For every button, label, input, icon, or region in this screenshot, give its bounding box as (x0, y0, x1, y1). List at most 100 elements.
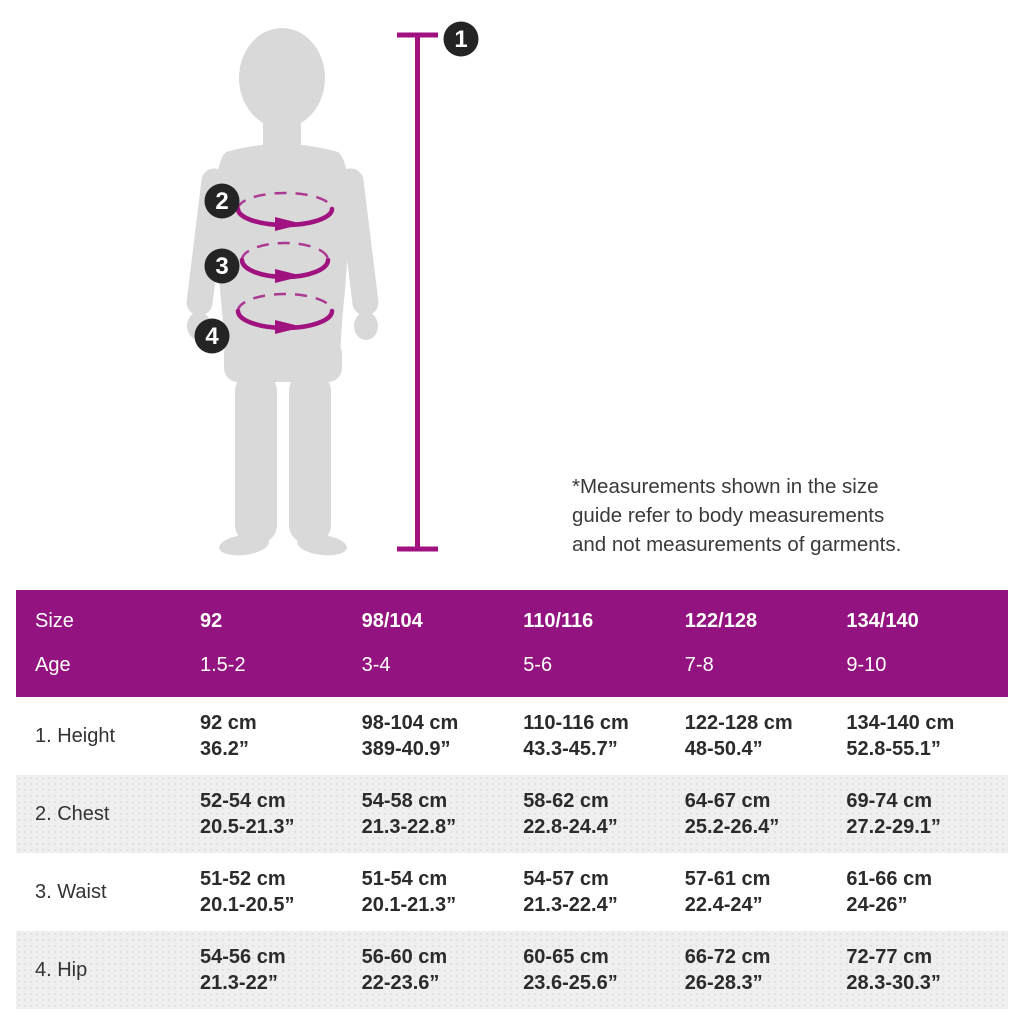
age-label: Age (35, 654, 71, 676)
size-col-header: 98/104 (361, 610, 423, 632)
table-row-hip: 4. Hip 54-56 cm 21.3-22” 56-60 cm 22-23.… (16, 931, 1008, 1009)
measurement-note: *Measurements shown in the size guide re… (572, 472, 962, 559)
cell-in: 43.3-45.7” (523, 738, 618, 760)
row-label: 2. Chest (35, 802, 110, 825)
marker-2-number: 2 (215, 188, 228, 215)
cell-cm: 61-66 cm (846, 868, 933, 890)
cell-in: 21.3-22.4” (523, 894, 618, 916)
table-cell: 134-140 cm 52.8-55.1” (846, 710, 1008, 762)
table-row-height: 1. Height 92 cm 36.2” 98-104 cm 389-40.9… (16, 697, 1008, 775)
cell-cm: 51-54 cm (361, 868, 448, 890)
cell-in: 20.1-20.5” (200, 894, 295, 916)
table-cell: 66-72 cm 26-28.3” (685, 944, 847, 996)
cell-in: 25.2-26.4” (684, 816, 780, 838)
cell-cm: 51-52 cm (200, 868, 286, 890)
cell-cm: 54-58 cm (361, 790, 448, 812)
height-measure-line (397, 32, 438, 552)
age-col-value: 7-8 (684, 654, 714, 676)
cell-in: 24-26” (846, 894, 908, 916)
chest-arrow-icon (275, 217, 303, 231)
measurement-note-line: and not measurements of garments. (572, 533, 902, 556)
table-cell: 54-56 cm 21.3-22” (200, 944, 362, 996)
table-cell: 98-104 cm 389-40.9” (362, 710, 524, 762)
cell-cm: 57-61 cm (684, 868, 771, 890)
cell-in: 22.8-24.4” (523, 816, 618, 838)
row-label: 1. Height (35, 724, 116, 747)
cell-in: 23.6-25.6” (523, 972, 618, 994)
table-cell: 51-52 cm 20.1-20.5” (200, 866, 362, 918)
marker-3-number: 3 (215, 253, 228, 280)
table-cell: 122-128 cm 48-50.4” (685, 710, 847, 762)
cell-in: 28.3-30.3” (846, 972, 941, 994)
cell-cm: 66-72 cm (684, 946, 771, 968)
cell-cm: 92 cm (200, 712, 257, 734)
child-silhouette (186, 28, 379, 556)
header-row-age: Age 1.5-2 3-4 5-6 7-8 9-10 (16, 654, 1008, 677)
cell-in: 26-28.3” (684, 972, 763, 994)
table-row-chest: 2. Chest 52-54 cm 20.5-21.3” 54-58 cm 21… (16, 775, 1008, 853)
waist-arrow-icon (275, 269, 303, 283)
age-col-value: 9-10 (846, 654, 887, 676)
row-label: 4. Hip (35, 958, 88, 981)
cell-in: 22-23.6” (361, 972, 440, 994)
measurement-note-line: guide refer to body measurements (572, 504, 885, 527)
cell-cm: 134-140 cm (846, 712, 955, 734)
table-row-waist: 3. Waist 51-52 cm 20.1-20.5” 51-54 cm 20… (16, 853, 1008, 931)
marker-1-badge: 1 (443, 21, 479, 57)
table-cell: 92 cm 36.2” (200, 710, 362, 762)
table-cell: 54-57 cm 21.3-22.4” (523, 866, 685, 918)
table-cell: 64-67 cm 25.2-26.4” (685, 788, 847, 840)
measurement-note-line: *Measurements shown in the size (572, 475, 879, 498)
cell-cm: 54-57 cm (523, 868, 609, 890)
size-col-header: 92 (200, 610, 223, 632)
cell-in: 22.4-24” (684, 894, 763, 916)
hip-measure-ellipse (235, 292, 335, 334)
cell-cm: 56-60 cm (361, 946, 448, 968)
table-cell: 51-54 cm 20.1-21.3” (362, 866, 524, 918)
size-col-header: 134/140 (846, 610, 919, 632)
marker-4-number: 4 (205, 323, 219, 350)
age-col-value: 1.5-2 (200, 654, 246, 676)
cell-in: 27.2-29.1” (846, 816, 941, 838)
marker-2-badge: 2 (204, 183, 240, 219)
cell-cm: 60-65 cm (523, 946, 609, 968)
hip-arrow-icon (275, 320, 303, 334)
size-label: Size (35, 610, 74, 632)
table-header: Size 92 98/104 110/116 122/128 134/140 A… (16, 590, 1008, 697)
cell-in: 389-40.9” (361, 738, 451, 760)
cell-cm: 52-54 cm (200, 790, 286, 812)
cell-in: 48-50.4” (684, 738, 763, 760)
age-col-value: 3-4 (361, 654, 391, 676)
marker-4-badge: 4 (194, 318, 230, 354)
cell-cm: 110-116 cm (523, 712, 629, 734)
cell-in: 36.2” (200, 738, 249, 760)
cell-cm: 58-62 cm (523, 790, 609, 812)
cell-cm: 98-104 cm (361, 712, 459, 734)
figure-diagram: 1 2 3 4 (186, 21, 479, 556)
cell-in: 21.3-22” (200, 972, 278, 994)
row-label: 3. Waist (35, 880, 107, 903)
cell-cm: 69-74 cm (846, 790, 933, 812)
size-col-header: 122/128 (684, 610, 758, 632)
marker-1-number: 1 (454, 26, 467, 53)
cell-cm: 54-56 cm (200, 946, 286, 968)
marker-3-badge: 3 (204, 248, 240, 284)
table-cell: 54-58 cm 21.3-22.8” (362, 788, 524, 840)
table-cell: 61-66 cm 24-26” (846, 866, 1008, 918)
cell-in: 20.5-21.3” (200, 816, 295, 838)
table-cell: 57-61 cm 22.4-24” (685, 866, 847, 918)
waist-measure-ellipse (239, 241, 331, 283)
table-cell: 52-54 cm 20.5-21.3” (200, 788, 362, 840)
cell-in: 20.1-21.3” (361, 894, 457, 916)
table-cell: 72-77 cm 28.3-30.3” (846, 944, 1008, 996)
cell-cm: 122-128 cm (684, 712, 793, 734)
cell-cm: 72-77 cm (846, 946, 933, 968)
table-cell: 56-60 cm 22-23.6” (362, 944, 524, 996)
chest-measure-ellipse (235, 191, 335, 231)
table-cell: 110-116 cm 43.3-45.7” (523, 710, 685, 762)
table-cell: 60-65 cm 23.6-25.6” (523, 944, 685, 996)
table-cell: 58-62 cm 22.8-24.4” (523, 788, 685, 840)
header-row-size: Size 92 98/104 110/116 122/128 134/140 (16, 610, 1008, 633)
table-cell: 69-74 cm 27.2-29.1” (846, 788, 1008, 840)
